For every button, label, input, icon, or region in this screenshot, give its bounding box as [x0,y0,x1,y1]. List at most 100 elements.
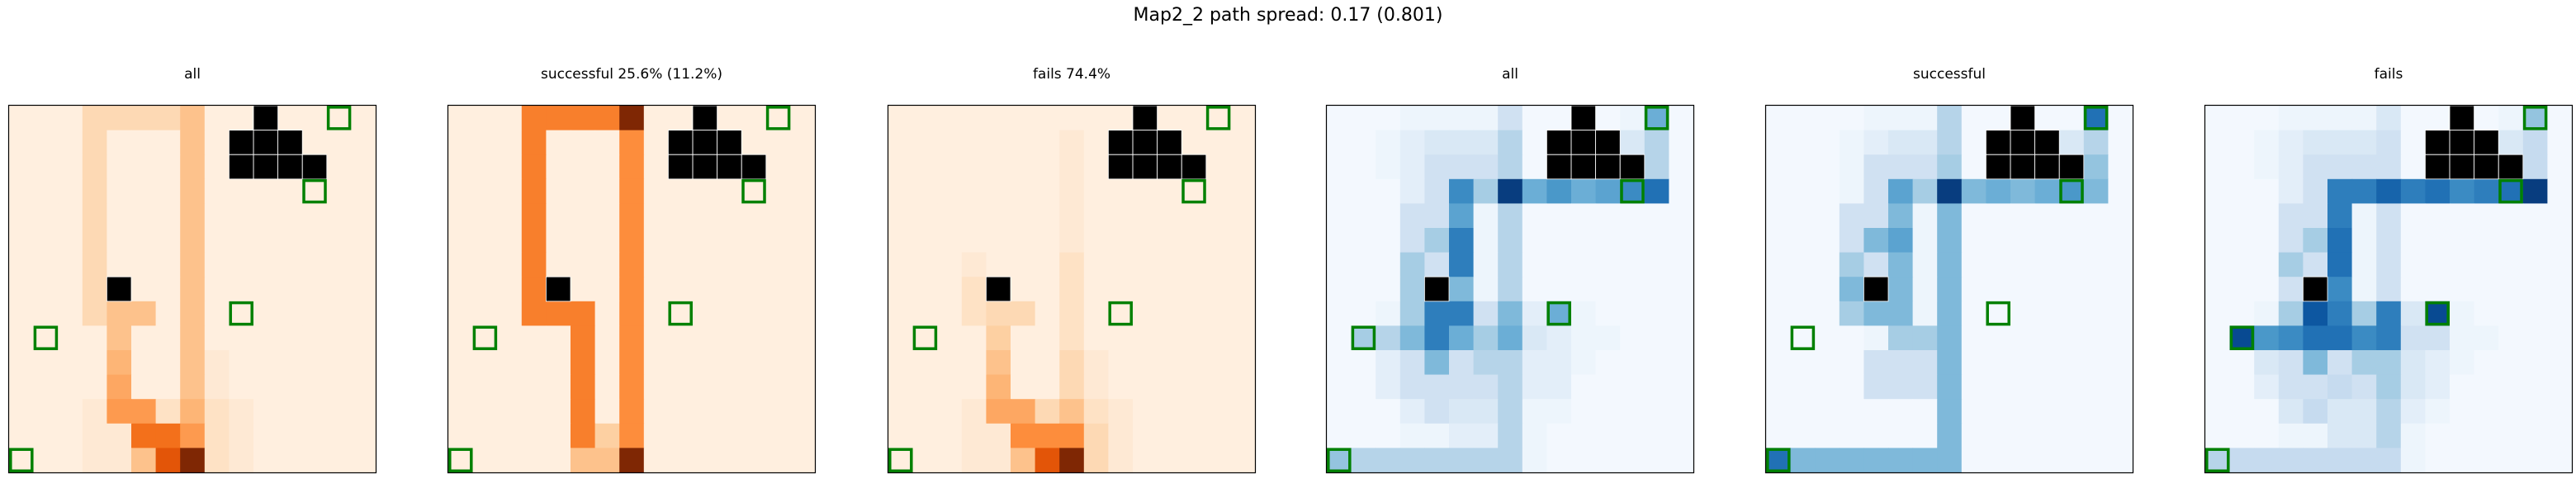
heatmap-cell [33,374,59,400]
heatmap-cell [1498,399,1523,424]
heatmap-cell [619,325,645,351]
heatmap-cell [594,178,620,204]
heatmap-cell [1230,399,1256,424]
heatmap-cell [2254,374,2280,400]
heatmap-cell [2229,178,2255,204]
heatmap-cell [131,301,157,326]
heatmap-cell [1473,154,1499,180]
heatmap-cell [9,130,35,155]
heatmap-cell [1351,301,1376,326]
heatmap-cell [302,374,328,400]
heatmap-cell [472,423,498,448]
heatmap-cell [1133,203,1158,229]
heatmap-cell [1035,448,1060,473]
heatmap-cell [497,448,523,473]
heatmap-cell [2450,277,2475,302]
heatmap-cell [497,154,523,180]
heatmap-cell [693,448,718,473]
heatmap-cell [765,228,791,254]
heatmap-cell [1011,423,1036,448]
heatmap-cell [58,252,83,277]
heatmap-cell [888,277,914,302]
heatmap-cell [1498,252,1523,277]
heatmap-cell [155,325,181,351]
heatmap-cell [2400,130,2426,155]
heatmap-cell [2400,448,2426,473]
heatmap-cell [107,228,132,254]
heatmap-cell [1863,399,1889,424]
heatmap-cell [1035,154,1060,180]
heatmap-cell [2327,130,2353,155]
heatmap-cell [1912,325,1938,351]
heatmap-cell [961,154,987,180]
heatmap-cell [1108,399,1134,424]
heatmap-cell [326,252,352,277]
heatmap-cell [741,448,767,473]
heatmap-cell [229,448,254,473]
heatmap-cell [1888,130,1914,155]
heatmap-cell [1522,350,1547,376]
heatmap-cell [9,252,35,277]
heatmap-cell [1035,252,1060,277]
heatmap-cell [571,154,596,180]
heatmap-cell [1011,301,1036,326]
heatmap-cell [1351,106,1376,131]
heatmap-cell [155,228,181,254]
heatmap-cell [1399,325,1425,351]
heatmap-cell [571,178,596,204]
heatmap-cell [1937,106,1963,131]
heatmap-cell [790,325,816,351]
heatmap-cell [180,154,206,180]
heatmap-cell [1595,178,1621,204]
heatmap-cell [2229,325,2255,351]
wall-cell-edge [1619,154,1646,180]
heatmap-cell [131,252,157,277]
heatmap-cell [571,374,596,400]
heatmap-cell [1644,252,1669,277]
plot-frame [1764,104,2134,474]
heatmap-cell [1937,448,1963,473]
heatmap-cell [1839,423,1864,448]
heatmap-cell [2450,301,2475,326]
heatmap-cell [2327,154,2353,180]
heatmap-cell [9,106,35,131]
heatmap-cell [1059,350,1085,376]
heatmap-cell [1181,423,1207,448]
heatmap-cell [1205,325,1231,351]
heatmap-cell [1376,350,1401,376]
heatmap-cell [155,423,181,448]
heatmap-cell [229,374,254,400]
heatmap-cell [1157,203,1182,229]
heatmap-cell [2278,448,2304,473]
heatmap-cell [229,106,254,131]
heatmap-cell [33,228,59,254]
heatmap-cell [961,448,987,473]
heatmap-cell [1669,252,1694,277]
heatmap-cell [1449,374,1475,400]
heatmap-cell [2327,399,2353,424]
heatmap-cell [1986,325,2011,351]
heatmap-cell [2522,301,2548,326]
target-marker [1181,178,1206,204]
heatmap-cell [1571,423,1597,448]
heatmap-cell [302,228,328,254]
heatmap-cell [180,448,206,473]
heatmap-cell [33,325,59,351]
heatmap-cell [1498,374,1523,400]
heatmap-cell [1449,277,1475,302]
heatmap-cell [2351,277,2377,302]
heatmap-cell [521,228,547,254]
heatmap-cell [2010,350,2036,376]
wall-cell [1986,130,2011,155]
heatmap-cell [1986,374,2011,400]
heatmap-cell [351,350,376,376]
heatmap-cell [888,252,914,277]
heatmap-cell [277,448,303,473]
heatmap-cell [2229,301,2255,326]
heatmap-cell [717,277,742,302]
heatmap-cell [497,178,523,204]
heatmap-cell [2059,301,2085,326]
heatmap-cell [2254,252,2280,277]
heatmap-cell [2083,130,2109,155]
heatmap-cell [2351,423,2377,448]
